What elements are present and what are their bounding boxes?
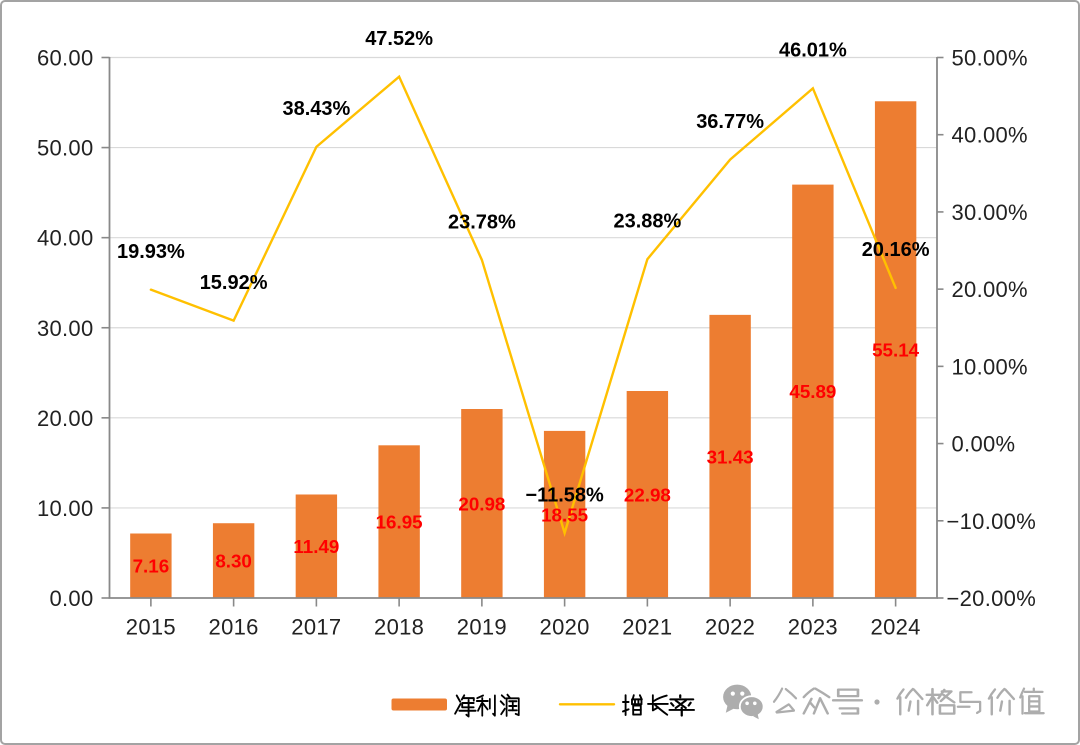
svg-text:0.00%: 0.00% — [952, 432, 1016, 457]
svg-text:60.00: 60.00 — [37, 46, 94, 71]
svg-text:20.00%: 20.00% — [952, 277, 1028, 302]
svg-text:2016: 2016 — [209, 615, 259, 640]
svg-text:46.01%: 46.01% — [779, 40, 847, 62]
svg-text:−11.58%: −11.58% — [525, 484, 604, 506]
svg-text:40.00: 40.00 — [37, 226, 94, 251]
svg-text:30.00: 30.00 — [37, 316, 94, 341]
svg-text:19.93%: 19.93% — [117, 241, 185, 263]
svg-text:31.43: 31.43 — [707, 446, 754, 467]
svg-text:20.16%: 20.16% — [862, 239, 930, 261]
svg-text:2015: 2015 — [126, 615, 176, 640]
svg-text:8.30: 8.30 — [215, 551, 252, 572]
svg-text:55.14: 55.14 — [872, 340, 920, 361]
svg-text:16.95: 16.95 — [376, 512, 423, 533]
svg-text:−20.00%: −20.00% — [947, 586, 1037, 611]
svg-text:7.16: 7.16 — [133, 556, 170, 577]
svg-text:30.00%: 30.00% — [952, 200, 1028, 225]
svg-text:10.00: 10.00 — [37, 496, 94, 521]
svg-text:45.89: 45.89 — [789, 381, 836, 402]
svg-text:−10.00%: −10.00% — [947, 509, 1037, 534]
svg-text:22.98: 22.98 — [624, 484, 671, 505]
svg-text:10.00%: 10.00% — [952, 354, 1028, 379]
svg-text:2022: 2022 — [705, 615, 755, 640]
svg-text:2021: 2021 — [622, 615, 672, 640]
svg-text:38.43%: 38.43% — [282, 98, 350, 120]
svg-text:11.49: 11.49 — [293, 536, 339, 557]
svg-text:2018: 2018 — [374, 615, 424, 640]
svg-text:2020: 2020 — [540, 615, 590, 640]
svg-text:50.00: 50.00 — [37, 136, 94, 161]
svg-text:2024: 2024 — [871, 615, 921, 640]
svg-text:15.92%: 15.92% — [200, 272, 268, 294]
svg-text:18.55: 18.55 — [541, 504, 588, 525]
svg-text:47.52%: 47.52% — [365, 28, 433, 50]
svg-text:23.78%: 23.78% — [448, 211, 516, 233]
svg-text:2023: 2023 — [788, 615, 838, 640]
svg-text:50.00%: 50.00% — [952, 46, 1028, 71]
svg-text:40.00%: 40.00% — [952, 123, 1028, 148]
svg-text:2019: 2019 — [457, 615, 507, 640]
svg-text:20.00: 20.00 — [37, 406, 94, 431]
svg-text:23.88%: 23.88% — [613, 210, 681, 232]
svg-text:36.77%: 36.77% — [696, 111, 764, 133]
svg-text:0.00: 0.00 — [49, 586, 93, 611]
svg-text:2017: 2017 — [291, 615, 341, 640]
svg-text:20.98: 20.98 — [458, 493, 505, 514]
